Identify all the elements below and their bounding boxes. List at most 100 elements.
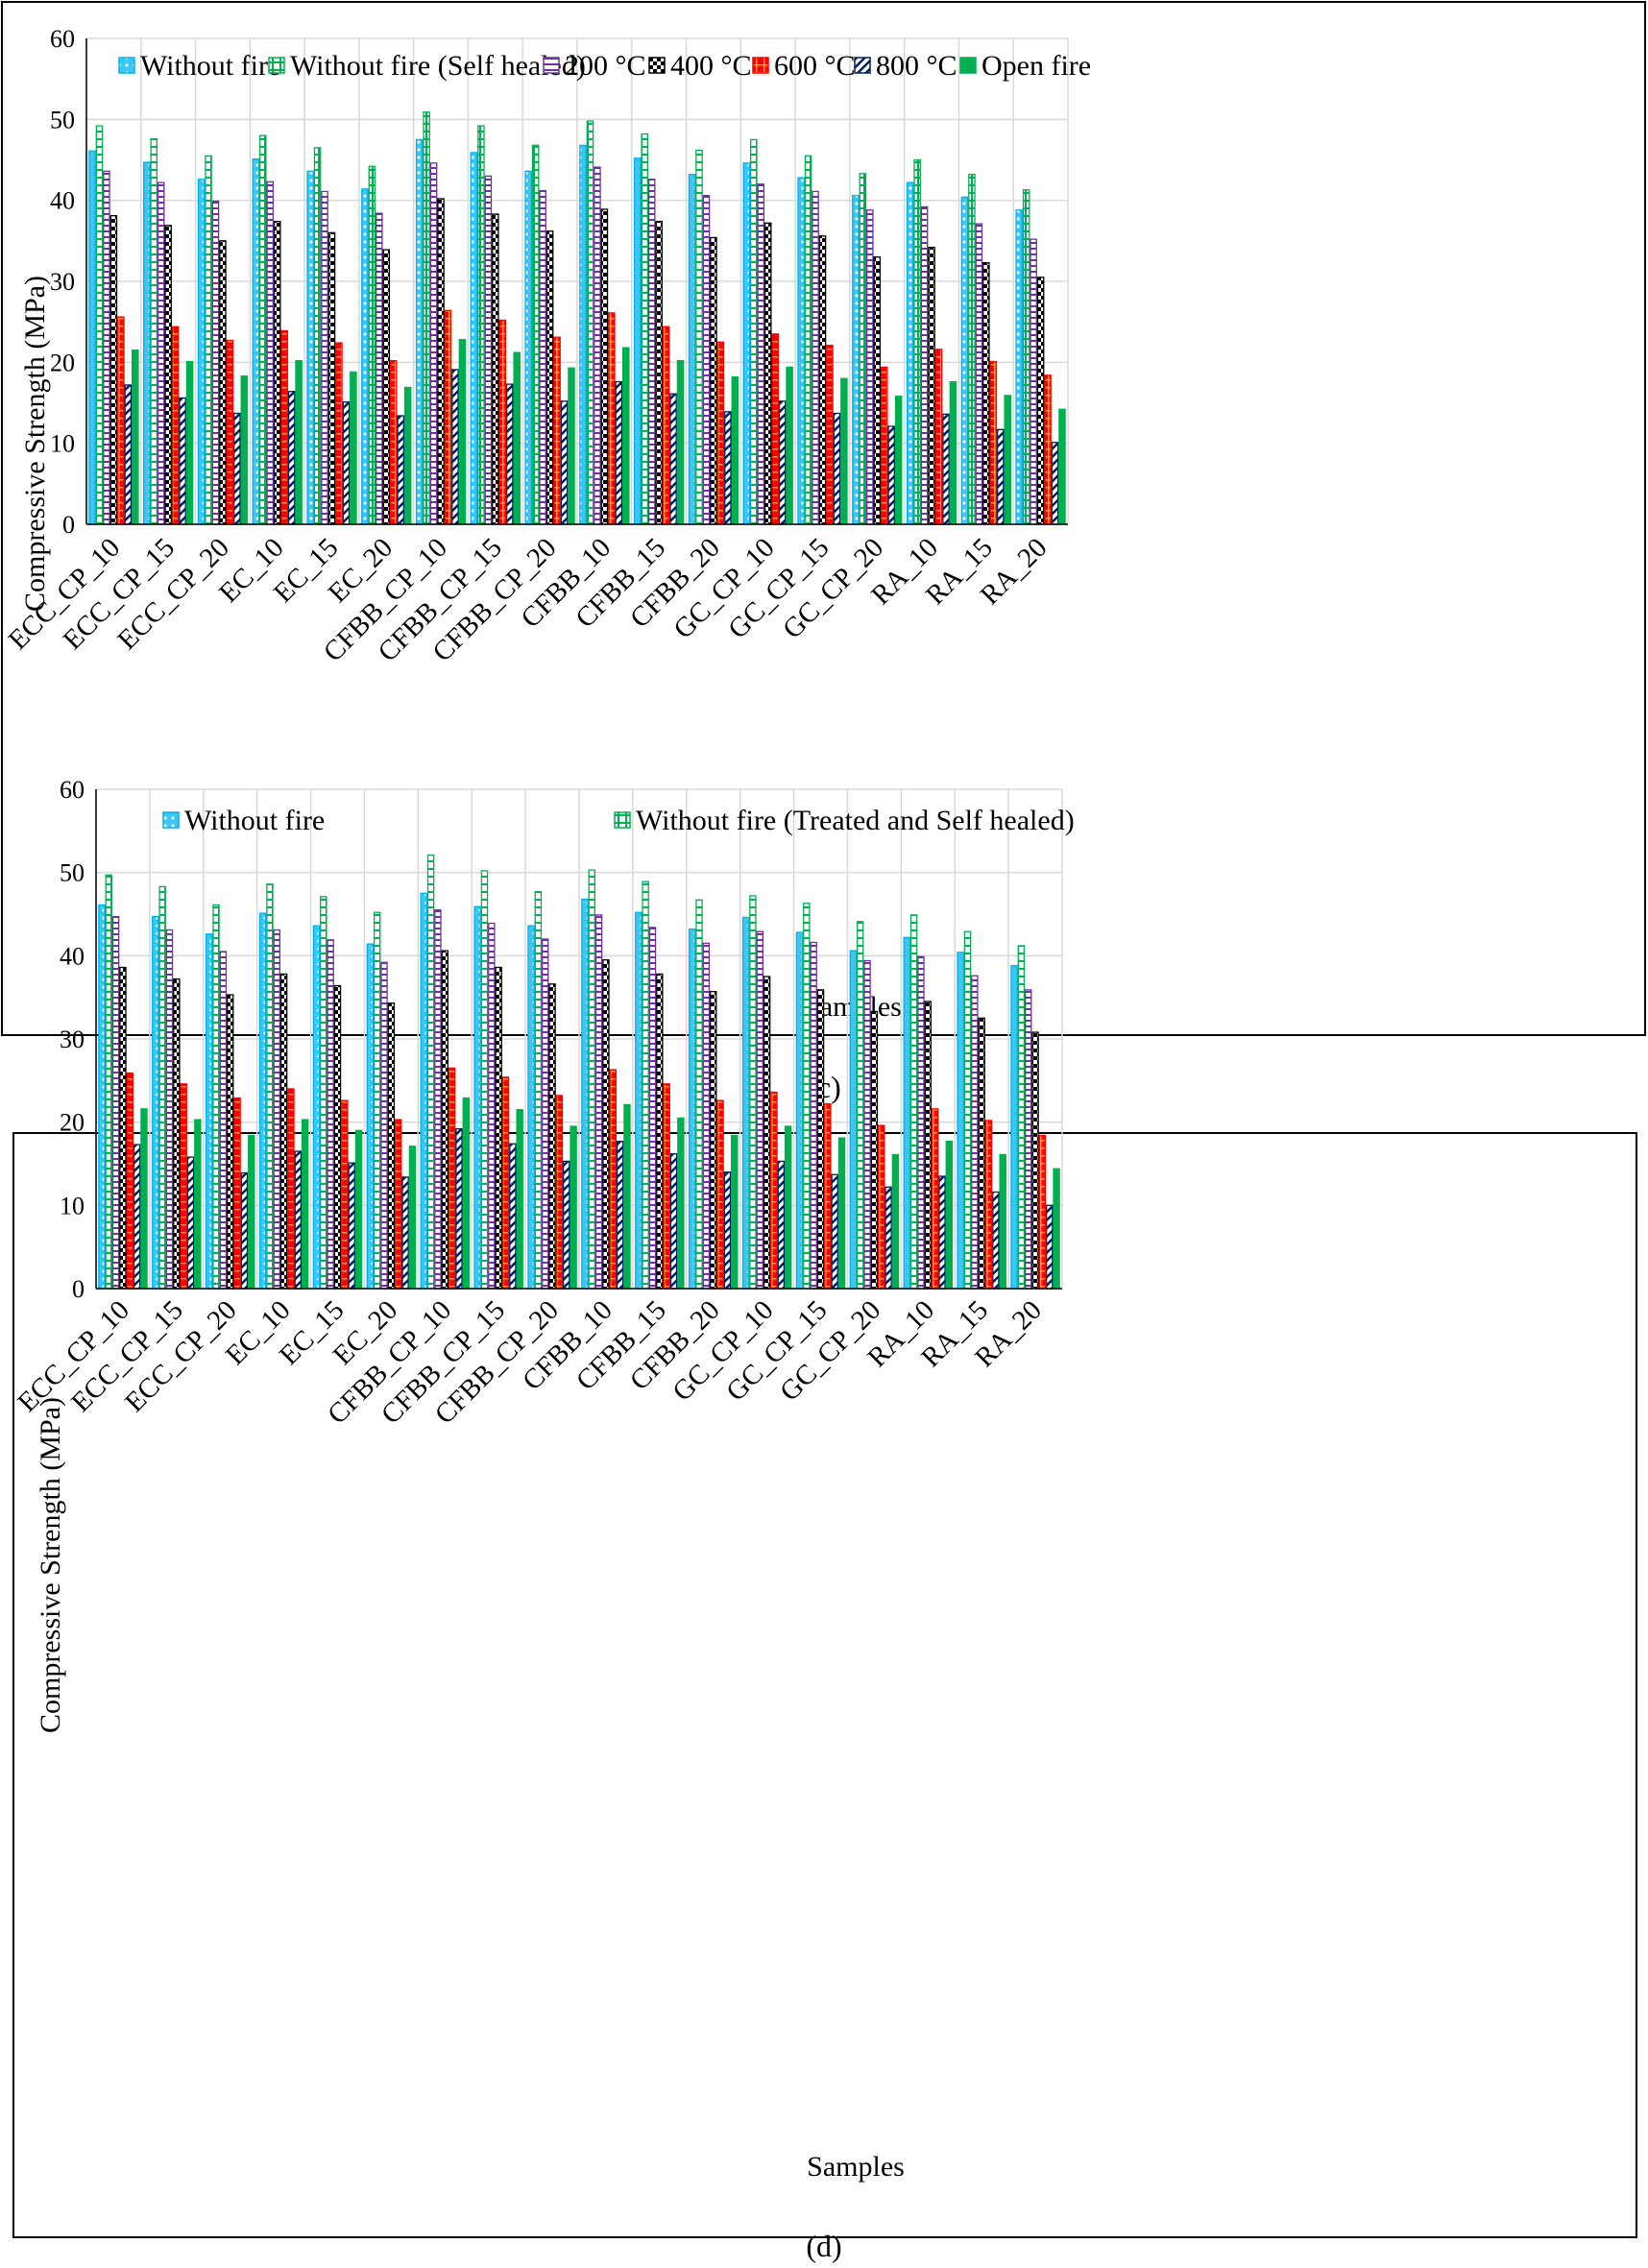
bar-gc-cp-20-s1 bbox=[859, 173, 867, 525]
bar-ecc-cp-10-s4 bbox=[126, 1072, 134, 1290]
bar-cfbb-cp-10-s1 bbox=[426, 854, 435, 1290]
bar-ra-10-s4 bbox=[934, 349, 943, 525]
bar-cfbb-10-s2 bbox=[594, 914, 603, 1290]
x-axis-label-d: Samples bbox=[807, 2151, 905, 2183]
bar-ec-20-s4 bbox=[389, 359, 398, 525]
bar-ec-15-s1 bbox=[320, 896, 327, 1290]
bar-cfbb-cp-10-s2 bbox=[429, 162, 438, 525]
bar-gc-cp-15-s2 bbox=[812, 190, 819, 525]
bar-ecc-cp-20-s5 bbox=[240, 1171, 249, 1290]
bar-ecc-cp-15-s6 bbox=[194, 1119, 202, 1290]
bar-ra-10-s2 bbox=[920, 205, 929, 525]
bar-ecc-cp-15-s2 bbox=[165, 929, 174, 1290]
bar-ec-15-s0 bbox=[306, 170, 314, 525]
y-tick-label-60: 60 bbox=[60, 776, 85, 804]
bar-ecc-cp-15-s5 bbox=[179, 397, 186, 525]
bar-cfbb-10-s6 bbox=[623, 1103, 631, 1290]
bar-cfbb-15-s6 bbox=[676, 359, 685, 525]
legend-swatch-600-c bbox=[752, 57, 769, 74]
bar-cfbb-20-s2 bbox=[702, 194, 711, 525]
legend-label-800-c: 800 °C bbox=[876, 50, 957, 82]
bar-gc-cp-10-s1 bbox=[750, 138, 758, 525]
bar-ra-15-s5 bbox=[996, 428, 1005, 525]
bar-gc-cp-20-s5 bbox=[885, 1186, 892, 1290]
bar-ec-10-s2 bbox=[266, 181, 275, 525]
bar-ra-15-s1 bbox=[968, 174, 976, 525]
plot-area-c: 0102030405060ECC_CP_10ECC_CP_15ECC_CP_20… bbox=[3, 25, 1069, 667]
bar-gc-cp-15-s1 bbox=[803, 903, 811, 1290]
bar-cfbb-cp-20-s6 bbox=[570, 1125, 577, 1290]
bar-ec-15-s2 bbox=[321, 190, 328, 525]
bar-cfbb-15-s1 bbox=[641, 133, 649, 525]
bar-ec-20-s3 bbox=[382, 249, 391, 525]
bar-ra-15-s5 bbox=[992, 1191, 1000, 1290]
bar-ra-15-s2 bbox=[971, 975, 979, 1290]
bar-cfbb-cp-20-s0 bbox=[527, 925, 535, 1290]
bar-cfbb-10-s5 bbox=[616, 1140, 624, 1290]
bar-cfbb-15-s4 bbox=[663, 1083, 670, 1290]
bar-gc-cp-20-s6 bbox=[891, 1153, 900, 1290]
bar-cfbb-15-s0 bbox=[633, 157, 642, 525]
bar-ra-20-s3 bbox=[1031, 1031, 1039, 1290]
y-tick-label-0: 0 bbox=[62, 511, 75, 539]
bar-ecc-cp-10-s3 bbox=[119, 966, 127, 1290]
bar-gc-cp-20-s4 bbox=[880, 366, 888, 525]
bar-ecc-cp-20-s0 bbox=[205, 933, 213, 1290]
bar-ec-20-s3 bbox=[387, 1002, 396, 1290]
bar-cfbb-10-s0 bbox=[581, 898, 589, 1290]
bar-gc-cp-20-s1 bbox=[856, 921, 864, 1290]
bar-cfbb-cp-20-s1 bbox=[531, 144, 540, 525]
bar-ra-15-s3 bbox=[982, 261, 990, 525]
y-tick-label-10: 10 bbox=[60, 1192, 85, 1219]
legend-d: Without fire Without fire (Treated and Se… bbox=[162, 805, 1075, 836]
bar-cfbb-15-s5 bbox=[669, 1152, 678, 1290]
bar-cfbb-cp-20-s3 bbox=[545, 230, 554, 525]
bar-cfbb-cp-10-s2 bbox=[434, 909, 442, 1290]
bar-gc-cp-15-s2 bbox=[810, 941, 817, 1290]
bar-ra-10-s5 bbox=[942, 413, 950, 525]
bar-ecc-cp-15-s2 bbox=[157, 181, 165, 525]
legend-swatch-without-fire-treated-and-self-healed bbox=[614, 811, 631, 829]
legend-swatch-without-fire bbox=[118, 57, 135, 74]
bar-gc-cp-15-s4 bbox=[826, 344, 834, 525]
bar-ecc-cp-20-s2 bbox=[219, 951, 228, 1290]
bar-cfbb-20-s1 bbox=[695, 899, 703, 1290]
bar-ra-20-s3 bbox=[1036, 277, 1045, 525]
y-tick-label-20: 20 bbox=[50, 349, 75, 376]
bar-ec-10-s4 bbox=[280, 329, 288, 525]
bar-cfbb-cp-10-s4 bbox=[448, 1067, 456, 1290]
bar-cfbb-cp-10-s3 bbox=[441, 950, 449, 1290]
bar-ra-20-s0 bbox=[1010, 965, 1018, 1290]
bar-ec-10-s4 bbox=[287, 1088, 295, 1290]
bar-ec-15-s6 bbox=[354, 1129, 363, 1290]
bar-cfbb-10-s1 bbox=[588, 869, 595, 1290]
bar-cfbb-15-s0 bbox=[635, 911, 642, 1290]
bar-ec-20-s2 bbox=[380, 961, 388, 1290]
bar-ec-20-s4 bbox=[395, 1119, 402, 1290]
panel-d-frame bbox=[12, 1132, 1637, 2238]
bar-ecc-cp-15-s1 bbox=[158, 885, 166, 1290]
bar-cfbb-15-s2 bbox=[647, 179, 656, 525]
legend-swatch-open-fire bbox=[959, 57, 977, 74]
y-tick-label-10: 10 bbox=[50, 430, 75, 458]
bar-ra-15-s3 bbox=[978, 1017, 985, 1290]
bar-cfbb-cp-10-s1 bbox=[423, 111, 430, 525]
bar-gc-cp-10-s1 bbox=[749, 895, 757, 1290]
bar-cfbb-10-s3 bbox=[600, 208, 609, 525]
y-tick-label-30: 30 bbox=[50, 268, 75, 296]
bar-cfbb-cp-20-s2 bbox=[541, 938, 549, 1290]
bar-gc-cp-10-s6 bbox=[784, 1125, 792, 1290]
bar-cfbb-cp-15-s5 bbox=[509, 1143, 517, 1290]
bar-ra-15-s0 bbox=[957, 952, 964, 1290]
bar-ra-20-s1 bbox=[1017, 945, 1026, 1290]
bar-ra-20-s1 bbox=[1022, 189, 1030, 525]
bar-ec-10-s6 bbox=[301, 1119, 309, 1290]
legend-c: Without fire Without fire (Self healed)20… bbox=[118, 50, 1091, 82]
bar-cfbb-15-s6 bbox=[677, 1117, 685, 1290]
bar-ecc-cp-10-s6 bbox=[140, 1108, 148, 1290]
panel-d: 0102030405060ECC_CP_10ECC_CP_15ECC_CP_20… bbox=[12, 776, 1637, 2238]
bar-ecc-cp-20-s4 bbox=[233, 1097, 241, 1290]
bar-gc-cp-10-s5 bbox=[778, 400, 787, 525]
legend-label-600-c: 600 °C bbox=[774, 50, 856, 82]
bar-gc-cp-10-s0 bbox=[742, 162, 751, 525]
